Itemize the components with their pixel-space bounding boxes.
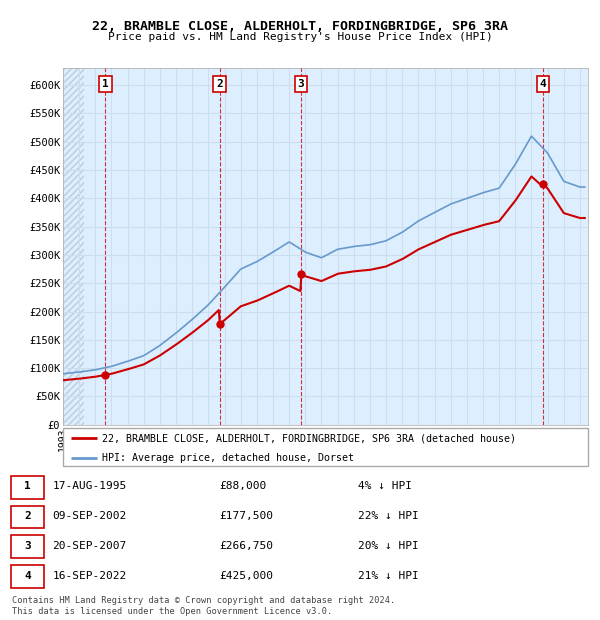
Text: 20% ↓ HPI: 20% ↓ HPI: [358, 541, 418, 551]
Text: 1: 1: [24, 482, 31, 492]
Text: 4: 4: [24, 571, 31, 581]
FancyBboxPatch shape: [11, 476, 44, 498]
Text: 21% ↓ HPI: 21% ↓ HPI: [358, 571, 418, 581]
Text: £425,000: £425,000: [220, 571, 274, 581]
Text: 09-SEP-2002: 09-SEP-2002: [52, 512, 127, 521]
Text: 4% ↓ HPI: 4% ↓ HPI: [358, 482, 412, 492]
Text: 22% ↓ HPI: 22% ↓ HPI: [358, 512, 418, 521]
Text: 4: 4: [539, 79, 547, 89]
Text: £88,000: £88,000: [220, 482, 266, 492]
Text: Contains HM Land Registry data © Crown copyright and database right 2024.: Contains HM Land Registry data © Crown c…: [12, 596, 395, 605]
Text: 2: 2: [216, 79, 223, 89]
FancyBboxPatch shape: [11, 505, 44, 528]
Text: 3: 3: [298, 79, 304, 89]
Text: 20-SEP-2007: 20-SEP-2007: [52, 541, 127, 551]
Text: 22, BRAMBLE CLOSE, ALDERHOLT, FORDINGBRIDGE, SP6 3RA (detached house): 22, BRAMBLE CLOSE, ALDERHOLT, FORDINGBRI…: [103, 433, 517, 443]
Text: 2: 2: [24, 512, 31, 521]
Text: Price paid vs. HM Land Registry's House Price Index (HPI): Price paid vs. HM Land Registry's House …: [107, 32, 493, 42]
Text: 22, BRAMBLE CLOSE, ALDERHOLT, FORDINGBRIDGE, SP6 3RA: 22, BRAMBLE CLOSE, ALDERHOLT, FORDINGBRI…: [92, 20, 508, 33]
Text: £266,750: £266,750: [220, 541, 274, 551]
Text: HPI: Average price, detached house, Dorset: HPI: Average price, detached house, Dors…: [103, 453, 355, 463]
FancyBboxPatch shape: [11, 536, 44, 558]
Text: 17-AUG-1995: 17-AUG-1995: [52, 482, 127, 492]
Text: 3: 3: [24, 541, 31, 551]
Text: £177,500: £177,500: [220, 512, 274, 521]
FancyBboxPatch shape: [63, 428, 588, 466]
FancyBboxPatch shape: [11, 565, 44, 588]
Text: 16-SEP-2022: 16-SEP-2022: [52, 571, 127, 581]
Text: 1: 1: [102, 79, 109, 89]
Text: This data is licensed under the Open Government Licence v3.0.: This data is licensed under the Open Gov…: [12, 607, 332, 616]
